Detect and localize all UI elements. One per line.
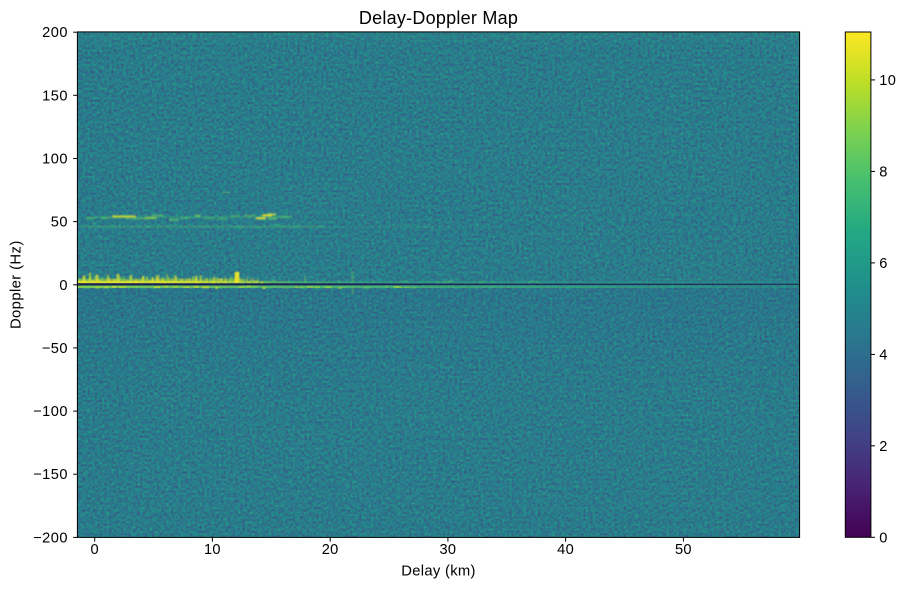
svg-text:−100: −100 <box>33 404 68 420</box>
svg-text:30: 30 <box>439 542 456 558</box>
svg-text:50: 50 <box>51 215 68 231</box>
svg-text:−150: −150 <box>33 467 68 483</box>
svg-text:150: 150 <box>42 88 68 104</box>
svg-text:200: 200 <box>42 25 68 41</box>
svg-text:2: 2 <box>879 439 887 455</box>
svg-text:10: 10 <box>879 73 896 89</box>
svg-text:0: 0 <box>879 530 887 546</box>
svg-text:10: 10 <box>204 542 221 558</box>
svg-text:Doppler (Hz): Doppler (Hz) <box>8 240 24 329</box>
svg-text:40: 40 <box>557 542 574 558</box>
svg-text:Delay-Doppler Map: Delay-Doppler Map <box>359 8 518 28</box>
svg-text:20: 20 <box>322 542 339 558</box>
svg-text:Delay (km): Delay (km) <box>401 563 476 579</box>
svg-text:4: 4 <box>879 347 887 363</box>
svg-text:0: 0 <box>59 278 68 294</box>
svg-text:8: 8 <box>879 164 887 180</box>
svg-text:0: 0 <box>90 542 98 558</box>
svg-text:100: 100 <box>42 152 68 168</box>
svg-text:−200: −200 <box>33 530 68 546</box>
svg-text:−50: −50 <box>42 341 68 357</box>
svg-text:6: 6 <box>879 256 887 272</box>
svg-text:50: 50 <box>675 542 692 558</box>
